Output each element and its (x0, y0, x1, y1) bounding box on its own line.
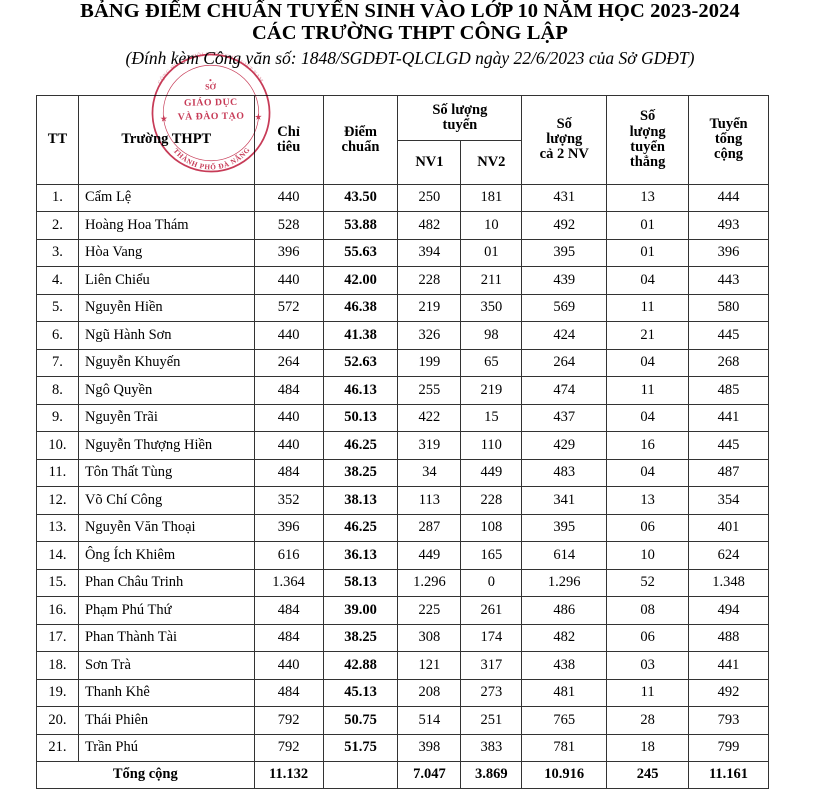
svg-text:GIÁO DỤC: GIÁO DỤC (184, 96, 238, 109)
svg-text:★: ★ (160, 113, 168, 123)
svg-text:★: ★ (254, 112, 262, 122)
svg-text:THÀNH PHỐ ĐÀ NẴNG: THÀNH PHỐ ĐÀ NẴNG (171, 146, 252, 173)
svg-text:SỞ: SỞ (205, 81, 217, 91)
svg-text:VÀ ĐÀO TẠO: VÀ ĐÀO TẠO (178, 110, 245, 123)
